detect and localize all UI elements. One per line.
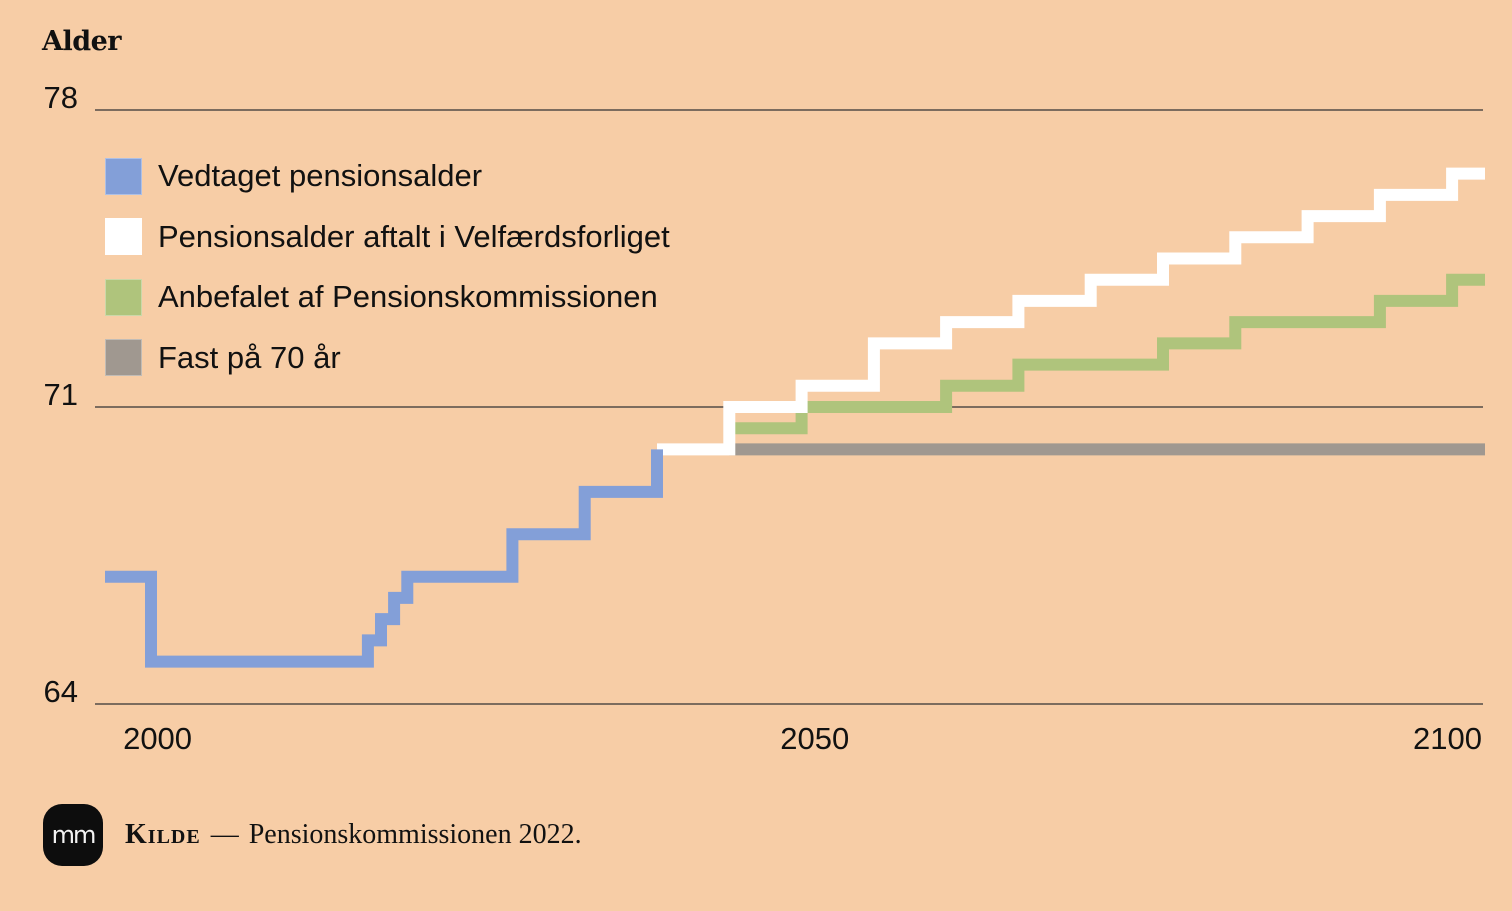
legend-item-velfaerdsforlig: Pensionsalder aftalt i Velfærdsforliget [105, 207, 670, 268]
legend: Vedtaget pensionsalder Pensionsalder aft… [105, 146, 670, 388]
legend-label-vedtaget: Vedtaget pensionsalder [158, 158, 483, 194]
y-axis: 64 71 78 [44, 80, 78, 709]
legend-swatch-fast-70 [105, 339, 142, 377]
legend-label-anbefalet: Anbefalet af Pensionskommissionen [158, 279, 658, 315]
series-line-3 [729, 273, 1485, 435]
series-line-1 [105, 449, 663, 668]
legend-swatch-anbefalet [105, 278, 142, 316]
series-line-2 [657, 167, 1485, 456]
legend-item-anbefalet: Anbefalet af Pensionskommissionen [105, 267, 670, 328]
legend-item-fast-70: Fast på 70 år [105, 328, 670, 389]
legend-item-vedtaget: Vedtaget pensionsalder [105, 146, 670, 207]
y-tick-label: 71 [44, 377, 78, 412]
x-axis: 2000 2050 2100 [123, 721, 1482, 756]
legend-label-fast-70: Fast på 70 år [158, 339, 341, 375]
y-tick-label: 64 [44, 674, 78, 709]
legend-label-velfaerdsforlig: Pensionsalder aftalt i Velfærdsforliget [158, 218, 670, 254]
source-text: Pensionskommissionen 2022. [248, 819, 582, 850]
page-title: Alder [42, 26, 122, 57]
series-layer [105, 167, 1485, 668]
source-separator: — [210, 819, 239, 850]
step-line-chart: 64 71 78 2000 2050 2100 [44, 80, 1485, 756]
x-tick-label: 2100 [1413, 721, 1482, 756]
y-tick-label: 78 [44, 80, 78, 115]
legend-swatch-vedtaget [105, 157, 142, 195]
source-footer: mm Kilde — Pensionskommissionen 2022. [43, 804, 582, 866]
legend-swatch-velfaerdsforlig [105, 218, 142, 256]
source-label: Kilde [125, 819, 201, 850]
x-tick-label: 2000 [123, 721, 192, 756]
mm-logo: mm [43, 804, 103, 866]
x-tick-label: 2050 [780, 721, 849, 756]
